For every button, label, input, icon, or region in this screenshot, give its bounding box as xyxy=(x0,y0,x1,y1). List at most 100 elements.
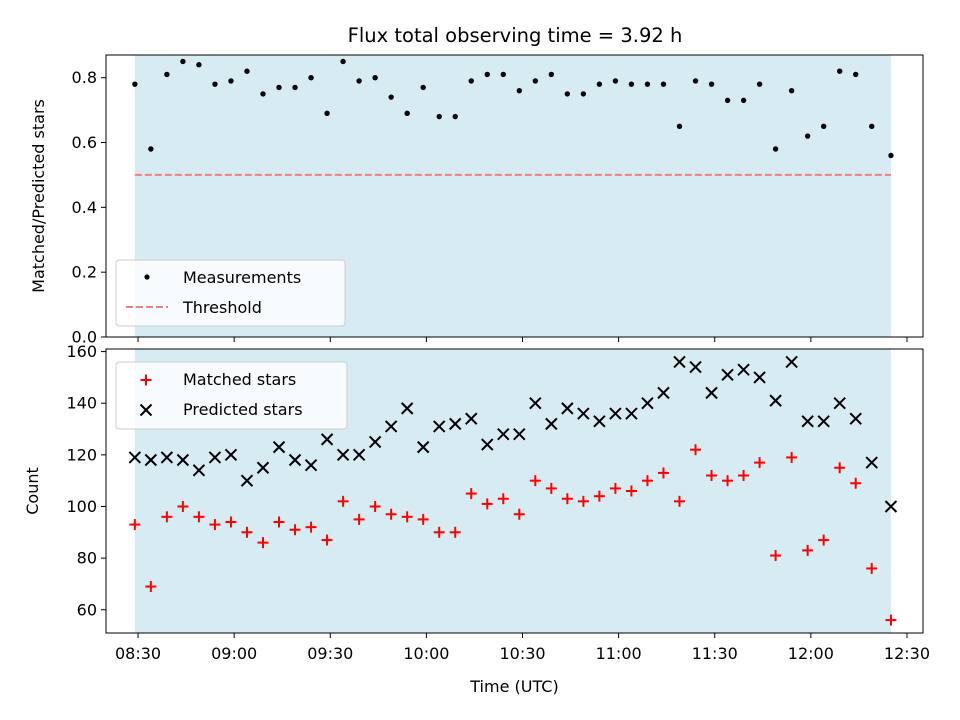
measurement-point xyxy=(452,113,458,120)
measurement-point xyxy=(516,87,523,94)
predicted-point xyxy=(561,402,574,415)
matched-point xyxy=(225,516,237,528)
measurement-point xyxy=(869,123,875,130)
predicted-point xyxy=(833,397,846,410)
legend-label-threshold: Threshold xyxy=(182,298,262,317)
predicted-point-b xyxy=(304,458,318,472)
predicted-point xyxy=(256,461,270,474)
predicted-point-b xyxy=(817,415,830,428)
measurement-point xyxy=(260,91,266,97)
measurement-point xyxy=(420,84,426,91)
predicted-point-b xyxy=(433,420,446,433)
measurement-point xyxy=(340,58,346,65)
measurement-point xyxy=(580,91,587,97)
predicted-point-b xyxy=(865,456,878,469)
measurement-point xyxy=(820,123,827,130)
matched-point xyxy=(257,537,269,549)
measurement-point xyxy=(788,87,795,94)
predicted-point-b xyxy=(641,397,654,410)
ratio-x-ticks xyxy=(137,337,908,342)
predicted-point xyxy=(769,394,782,407)
predicted-point xyxy=(673,355,686,369)
matched-point xyxy=(273,516,285,528)
matched-point xyxy=(674,495,686,507)
predicted-point-b xyxy=(657,386,670,400)
matched-point xyxy=(866,562,878,574)
predicted-point xyxy=(545,417,558,431)
predicted-point xyxy=(705,386,718,400)
predicted-point-b xyxy=(884,500,898,513)
predicted-point xyxy=(657,386,670,400)
predicted-point-b xyxy=(449,417,462,431)
legend-marker-matched-stars xyxy=(140,374,152,386)
measurement-point xyxy=(180,58,186,65)
matched-point xyxy=(417,513,429,525)
predicted-point xyxy=(641,397,654,410)
measurement-point xyxy=(468,78,474,84)
matched-point xyxy=(609,482,621,494)
matched-point xyxy=(241,526,253,538)
measurement-point xyxy=(853,71,859,78)
measurement-point xyxy=(244,68,250,74)
count-panel: 60 80 100 120 140 160 08:30 09:00 09:30 10:00 10:… xyxy=(23,342,930,696)
matched-point xyxy=(129,519,141,531)
ratio-y-axis-label: Matched/Predicted stars xyxy=(29,99,48,293)
matched-point xyxy=(706,470,718,482)
predicted-point xyxy=(400,402,414,415)
predicted-point-b xyxy=(689,360,702,374)
count-y-axis: 60 80 100 120 140 160 xyxy=(66,342,106,619)
matched-point xyxy=(786,451,798,463)
y-tick-label: 160 xyxy=(66,342,97,361)
ratio-legend: Measurements Threshold xyxy=(115,259,346,327)
predicted-point-b xyxy=(481,438,494,451)
predicted-point-b xyxy=(705,386,718,400)
legend-marker-predicted-stars xyxy=(139,403,153,417)
predicted-point-b xyxy=(737,363,750,376)
count-y-axis-label: Count xyxy=(23,467,42,515)
matched-point xyxy=(690,444,702,456)
matched-point xyxy=(289,524,301,536)
x-tick-label: 08:30 xyxy=(115,644,161,663)
measurement-point xyxy=(500,71,506,78)
matched-point xyxy=(321,534,333,546)
predicted-point-b xyxy=(160,451,174,464)
predicted-point-b xyxy=(400,402,414,415)
predicted-point-b xyxy=(753,371,766,384)
count-legend-box xyxy=(115,361,348,430)
matched-point xyxy=(593,490,605,502)
measurement-point xyxy=(692,78,699,84)
predicted-point xyxy=(721,368,734,382)
predicted-point-b xyxy=(256,461,270,474)
predicted-point-b xyxy=(128,451,142,464)
x-tick-label: 12:00 xyxy=(788,644,834,663)
count-axes-frame xyxy=(105,348,924,634)
x-tick-label: 10:00 xyxy=(403,644,449,663)
matched-point xyxy=(305,521,317,533)
ratio-plot-area xyxy=(132,58,894,176)
figure-title: Flux total observing time = 3.92 h xyxy=(348,24,683,47)
legend-x-b xyxy=(139,403,153,417)
ratio-panel: 0.00.20.40.60.8 Matched/Predicted stars … xyxy=(29,54,924,347)
measurement-point xyxy=(772,146,779,152)
predicted-point-b xyxy=(368,435,382,449)
matched-point xyxy=(353,513,365,525)
predicted-point-b xyxy=(577,407,590,420)
x-tick-label: 12:30 xyxy=(884,644,930,663)
measurement-point xyxy=(228,78,234,84)
predicted-point-b xyxy=(609,407,622,420)
measurement-point xyxy=(644,81,651,87)
measurement-point xyxy=(148,146,154,152)
measurement-point xyxy=(372,74,378,81)
time-x-axis: 08:30 09:00 09:30 10:00 10:30 11:00 11:30 12:00… xyxy=(115,633,930,663)
x-tick-label: 10:30 xyxy=(499,644,545,663)
predicted-point-b xyxy=(801,415,814,428)
measurement-point xyxy=(388,94,394,100)
measurement-point xyxy=(660,81,667,87)
predicted-point-b xyxy=(545,417,558,431)
predicted-point-b xyxy=(224,448,238,462)
predicted-point-b xyxy=(769,394,782,407)
predicted-point xyxy=(865,456,878,469)
predicted-point xyxy=(737,363,750,376)
predicted-point xyxy=(497,427,510,441)
count-legend: Matched stars Predicted stars xyxy=(115,361,348,430)
